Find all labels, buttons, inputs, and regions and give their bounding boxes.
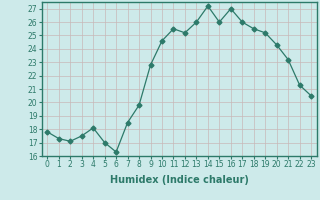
X-axis label: Humidex (Indice chaleur): Humidex (Indice chaleur) <box>110 175 249 185</box>
